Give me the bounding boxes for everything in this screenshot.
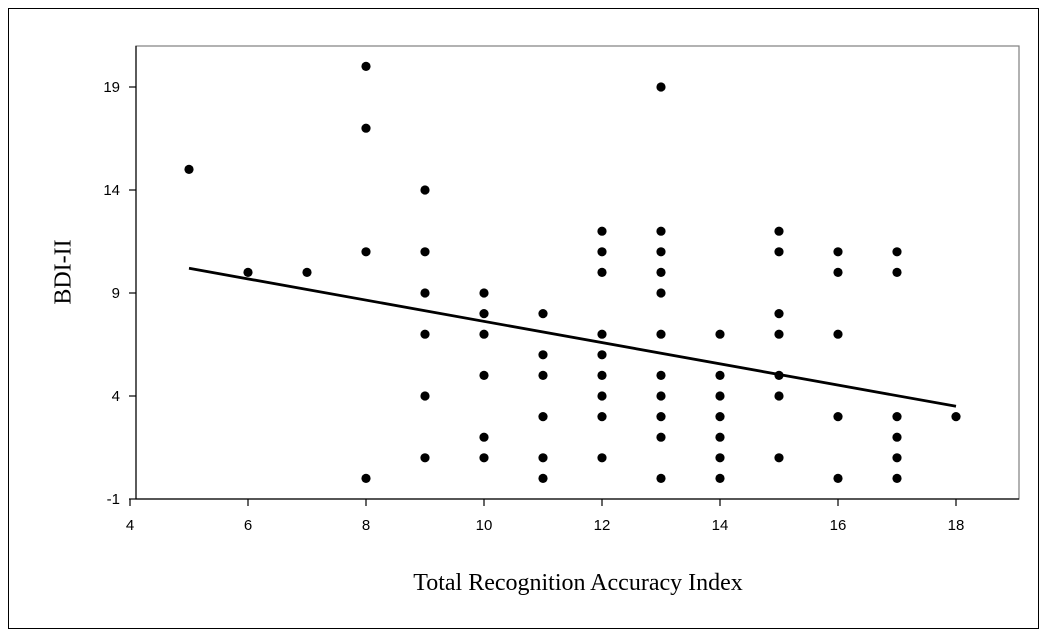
data-point [656, 432, 666, 442]
data-point [479, 309, 489, 319]
outer-border [8, 8, 1039, 629]
data-point [479, 453, 489, 463]
data-point [479, 288, 489, 298]
data-point [892, 267, 902, 277]
data-point [892, 247, 902, 257]
x-tick-label: 16 [830, 517, 847, 534]
data-point [774, 247, 784, 257]
y-tick-label: 14 [103, 182, 120, 199]
data-point [774, 453, 784, 463]
data-point [479, 432, 489, 442]
data-point [892, 432, 902, 442]
data-point [951, 412, 961, 422]
data-point [597, 350, 607, 360]
data-point [243, 267, 253, 277]
data-point [538, 370, 548, 380]
data-point [892, 473, 902, 483]
data-point [184, 164, 194, 174]
data-point [656, 391, 666, 401]
data-point [774, 309, 784, 319]
data-point [715, 453, 725, 463]
data-point [715, 391, 725, 401]
data-point [715, 370, 725, 380]
data-point [715, 329, 725, 339]
data-point [479, 329, 489, 339]
data-point [656, 329, 666, 339]
data-point [597, 370, 607, 380]
data-point [715, 473, 725, 483]
data-point [597, 391, 607, 401]
data-point [656, 288, 666, 298]
data-point [361, 247, 371, 257]
data-point [833, 247, 843, 257]
data-point [420, 453, 430, 463]
x-tick-label: 14 [712, 517, 729, 534]
x-tick-label: 12 [594, 517, 611, 534]
data-point [656, 247, 666, 257]
data-point [833, 329, 843, 339]
data-point [420, 247, 430, 257]
scatter-points [184, 61, 961, 483]
data-point [656, 226, 666, 236]
x-tick-label: 10 [476, 517, 493, 534]
x-tick-label: 4 [126, 517, 134, 534]
data-point [597, 412, 607, 422]
data-point [420, 391, 430, 401]
data-point [538, 412, 548, 422]
data-point [656, 267, 666, 277]
x-tick-label: 18 [948, 517, 965, 534]
data-point [656, 82, 666, 92]
x-axis-title: Total Recognition Accuracy Index [413, 570, 743, 596]
data-point [892, 453, 902, 463]
data-point [833, 267, 843, 277]
data-point [715, 432, 725, 442]
data-point [715, 412, 725, 422]
data-point [774, 391, 784, 401]
data-point [597, 267, 607, 277]
data-point [892, 412, 902, 422]
data-point [597, 453, 607, 463]
y-tick-label: 9 [112, 285, 120, 302]
data-point [361, 473, 371, 483]
data-point [361, 123, 371, 133]
data-point [774, 226, 784, 236]
data-point [420, 288, 430, 298]
data-point [656, 370, 666, 380]
data-point [361, 61, 371, 71]
data-point [538, 453, 548, 463]
data-point [597, 226, 607, 236]
x-tick-label: 8 [362, 517, 370, 534]
y-tick-label: -1 [107, 491, 120, 508]
data-point [538, 309, 548, 319]
y-tick-label: 19 [103, 79, 120, 96]
data-point [420, 329, 430, 339]
data-point [656, 473, 666, 483]
data-point [538, 473, 548, 483]
data-point [302, 267, 312, 277]
data-point [597, 329, 607, 339]
y-axis-title: BDI-II [51, 239, 77, 304]
data-point [656, 412, 666, 422]
data-point [420, 185, 430, 195]
data-point [833, 473, 843, 483]
trend-line [188, 266, 957, 408]
data-point [597, 247, 607, 257]
data-point [774, 329, 784, 339]
data-point [479, 370, 489, 380]
y-tick-label: 4 [112, 388, 120, 405]
data-point [538, 350, 548, 360]
x-tick-label: 6 [244, 517, 252, 534]
data-point [833, 412, 843, 422]
axes: 4 6 8 10 12 14 16 18 -1 4 9 14 19 [103, 46, 1019, 534]
